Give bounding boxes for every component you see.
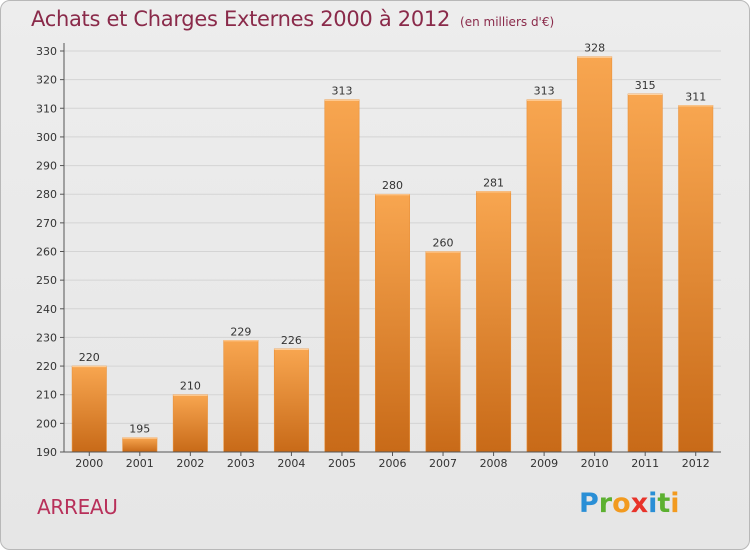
logo-letter: i [670,488,680,519]
bar [273,348,309,453]
y-tick-label: 330 [36,45,57,58]
logo-letter: r [598,488,613,519]
bar [71,365,107,453]
bar [375,193,410,453]
bar [223,339,259,453]
logo-letter: o [612,488,631,519]
x-tick-label: 2002 [176,457,204,470]
data-label: 226 [281,334,302,347]
y-tick-label: 220 [36,360,57,373]
data-label: 313 [534,85,555,98]
x-tick-label: 2000 [75,457,103,470]
x-tick-label: 2010 [581,457,609,470]
y-tick-label: 210 [36,389,57,402]
bar [122,437,158,453]
y-tick-label: 250 [36,274,57,287]
y-tick-label: 290 [36,160,57,173]
x-tick-label: 2011 [631,457,659,470]
data-label: 281 [483,176,504,189]
y-tick-label: 300 [36,131,57,144]
data-label: 260 [433,237,454,250]
bars [71,56,714,453]
y-tick-label: 200 [36,417,57,430]
data-label: 328 [584,42,605,55]
y-tick-label: 310 [36,102,57,115]
y-tick-label: 240 [36,303,57,316]
y-tick-label: 320 [36,74,57,87]
logo-letter: x [630,488,649,519]
chart-unit: (en milliers d'€) [460,15,555,29]
bar [678,105,714,453]
y-tick-label: 270 [36,217,57,230]
axes [60,43,721,456]
commune-name: ARREAU [37,495,118,519]
data-label: 229 [230,325,251,338]
proxiti-logo: Proxiti [579,488,680,519]
data-label: 210 [180,380,201,393]
x-tick-label: 2004 [277,457,305,470]
x-tick-label: 2007 [429,457,457,470]
logo-letter: P [579,488,599,519]
data-label: 195 [129,423,150,436]
y-tick-label: 190 [36,446,57,459]
bar [526,99,562,453]
logo-letter: t [657,488,671,519]
data-label: 313 [331,85,352,98]
bar [476,191,512,453]
x-tick-label: 2005 [328,457,356,470]
data-label: 220 [79,351,100,364]
data-label: 311 [685,90,706,103]
bar [324,99,360,453]
bar [172,394,208,453]
data-label: 315 [635,79,656,92]
chart-title: Achats et Charges Externes 2000 à 2012 [31,7,451,31]
chart-title-block: Achats et Charges Externes 2000 à 2012 (e… [31,7,554,31]
bar [577,56,613,453]
y-tick-label: 260 [36,246,57,259]
labels: 190 200 210 220 230 240 250 260 270 280 290 300 310 3… [36,42,710,470]
bar [627,93,663,453]
y-tick-label: 280 [36,188,57,201]
y-tick-label: 230 [36,331,57,344]
logo-letter: i [648,488,658,519]
x-tick-label: 2009 [530,457,558,470]
x-tick-label: 2006 [379,457,407,470]
x-tick-label: 2012 [682,457,710,470]
bar [425,251,461,453]
x-tick-label: 2008 [480,457,508,470]
x-tick-label: 2003 [227,457,255,470]
x-tick-label: 2001 [126,457,154,470]
data-label: 280 [382,179,403,192]
